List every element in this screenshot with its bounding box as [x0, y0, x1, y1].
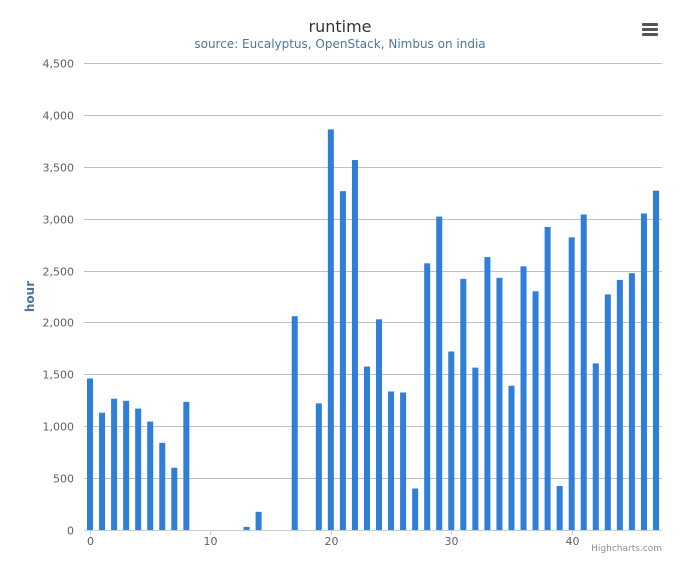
bar[interactable] — [351, 160, 358, 530]
bar[interactable] — [376, 319, 383, 530]
bar[interactable] — [183, 401, 190, 530]
bar[interactable] — [99, 412, 106, 530]
bar[interactable] — [436, 216, 443, 530]
bar[interactable] — [87, 378, 94, 530]
bar[interactable] — [580, 214, 587, 530]
bar[interactable] — [544, 226, 551, 530]
bar[interactable] — [400, 392, 407, 530]
y-tick-label: 2,500 — [43, 266, 75, 279]
menu-line-icon — [642, 33, 658, 36]
x-tick-label: 40 — [566, 535, 580, 548]
bar[interactable] — [135, 408, 142, 530]
bar[interactable] — [159, 442, 166, 530]
y-tick-label: 4,000 — [43, 110, 75, 123]
credits-link[interactable]: Highcharts.com — [591, 544, 662, 554]
y-axis-title: hour — [23, 281, 37, 312]
bar[interactable] — [448, 351, 455, 531]
bar[interactable] — [255, 511, 262, 530]
bar[interactable] — [388, 391, 395, 530]
bar[interactable] — [604, 294, 611, 530]
bar[interactable] — [291, 316, 298, 530]
bar[interactable] — [556, 485, 563, 530]
y-tick-label: 3,500 — [43, 162, 75, 175]
bar[interactable] — [171, 467, 178, 530]
chart-title: runtime — [308, 17, 372, 36]
bar[interactable] — [484, 257, 491, 530]
bar[interactable] — [616, 279, 623, 530]
bar[interactable] — [628, 273, 635, 530]
bar[interactable] — [532, 291, 539, 530]
bar[interactable] — [123, 400, 130, 530]
y-tick-label: 500 — [53, 473, 74, 486]
y-tick-label: 3,000 — [43, 214, 75, 227]
menu-line-icon — [642, 23, 658, 26]
bar[interactable] — [315, 403, 322, 530]
bar[interactable] — [363, 366, 370, 530]
menu-line-icon — [642, 28, 658, 31]
bar[interactable] — [327, 129, 334, 531]
bar-series — [87, 129, 659, 531]
grid-lines — [84, 63, 662, 479]
bar[interactable] — [460, 278, 467, 530]
bar[interactable] — [412, 488, 419, 530]
x-tick-label: 30 — [445, 535, 459, 548]
bar[interactable] — [568, 237, 575, 530]
y-tick-label: 2,000 — [43, 317, 75, 330]
x-tick-label: 10 — [204, 535, 218, 548]
bar[interactable] — [520, 266, 527, 530]
bar[interactable] — [640, 213, 647, 531]
y-tick-label: 1,500 — [43, 369, 75, 382]
x-tick-label: 20 — [325, 535, 339, 548]
x-tick-label: 0 — [87, 535, 94, 548]
bar[interactable] — [472, 367, 479, 530]
bar[interactable] — [652, 190, 659, 530]
bar[interactable] — [592, 363, 599, 530]
bar[interactable] — [508, 385, 515, 530]
y-tick-label: 1,000 — [43, 421, 75, 434]
bar[interactable] — [496, 277, 503, 530]
bar[interactable] — [111, 398, 118, 530]
hamburger-menu-icon[interactable] — [638, 18, 662, 40]
axes: 0 500 1,000 1,500 2,000 2,500 3,000 3,500 4,000 4… — [43, 58, 662, 548]
bar[interactable] — [147, 421, 154, 530]
chart-subtitle: source: Eucalyptus, OpenStack, Nimbus on… — [194, 37, 486, 51]
bar[interactable] — [424, 263, 431, 530]
y-tick-label: 4,500 — [43, 58, 75, 71]
bar[interactable] — [243, 526, 250, 530]
bar[interactable] — [339, 191, 346, 531]
y-tick-label: 0 — [67, 525, 74, 538]
